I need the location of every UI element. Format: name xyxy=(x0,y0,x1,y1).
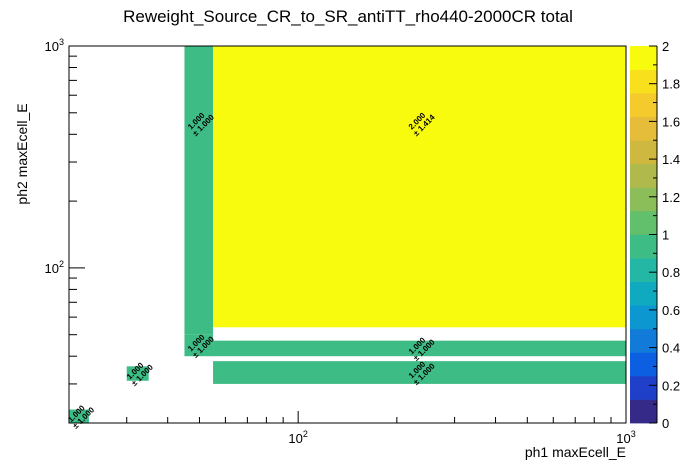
colorbar-segment xyxy=(630,116,657,141)
colorbar-segment xyxy=(630,352,657,377)
cell-value-label-0: 1.000± 1.000 xyxy=(66,403,96,430)
x-tick-label: 102 xyxy=(288,429,307,446)
colorbar-tick-label: 1.6 xyxy=(662,114,680,129)
colorbar-tick-label: 1.8 xyxy=(662,77,680,92)
heatmap-cell-0 xyxy=(69,409,89,423)
plot-frame xyxy=(68,45,627,424)
colorbar-segment xyxy=(630,234,657,259)
colorbar-segment xyxy=(630,93,657,118)
heatmap-cell-6 xyxy=(213,361,626,384)
colorbar-segment xyxy=(630,328,657,353)
heatmap-cell-1 xyxy=(126,366,149,381)
colorbar-segment xyxy=(630,46,657,70)
x-tick-label: 103 xyxy=(616,429,635,446)
y-axis-ticks: 102 103 xyxy=(45,37,85,424)
colorbar-segment xyxy=(630,258,657,283)
colorbar-segment xyxy=(630,375,657,400)
x-axis-ticks: 102 103 xyxy=(68,411,636,446)
colorbar-segment xyxy=(630,163,657,188)
heatmap-cell-2 xyxy=(184,46,214,335)
colorbar-segment xyxy=(630,69,657,94)
colorbar-segment xyxy=(630,399,657,424)
heatmap-cell-3 xyxy=(184,334,214,357)
colorbar-tick-label: 0.8 xyxy=(662,265,680,280)
colorbar-tick-label: 1.4 xyxy=(662,152,680,167)
color-scale-bar: 0 0.2 0.4 0.6 0.8 1 1.2 1.4 1.6 1.8 2 xyxy=(630,39,680,431)
colorbar-tick-label: 0.4 xyxy=(662,341,680,356)
heatmap-cell-5 xyxy=(213,340,626,357)
y-tick-label: 103 xyxy=(45,37,64,54)
colorbar-segment xyxy=(630,305,657,330)
colorbar-tick-label: 0.2 xyxy=(662,378,680,393)
colorbar-tick-label: 1.2 xyxy=(662,190,680,205)
colorbar-tick-label: 1 xyxy=(662,228,669,243)
heatmap-cell-4 xyxy=(213,46,626,328)
x-axis-label: ph1 maxEcell_E xyxy=(525,444,626,460)
y-tick-label: 102 xyxy=(45,259,64,276)
chart-title: Reweight_Source_CR_to_SR_antiTT_rho440-2… xyxy=(123,7,573,26)
colorbar-tick-label: 2 xyxy=(662,39,669,54)
colorbar-segment xyxy=(630,210,657,235)
colorbar-segment xyxy=(630,187,657,212)
colorbar-tick-label: 0 xyxy=(662,416,669,431)
colorbar-tick-label: 0.6 xyxy=(662,303,680,318)
colorbar-segment xyxy=(630,140,657,165)
cell-value-label-1: 1.000± 1.000 xyxy=(125,360,155,387)
colorbar-segment xyxy=(630,281,657,306)
cell-value-label-5: 1.000± 1.000 xyxy=(407,335,437,362)
y-axis-label: ph2 maxEcell_E xyxy=(14,103,30,204)
